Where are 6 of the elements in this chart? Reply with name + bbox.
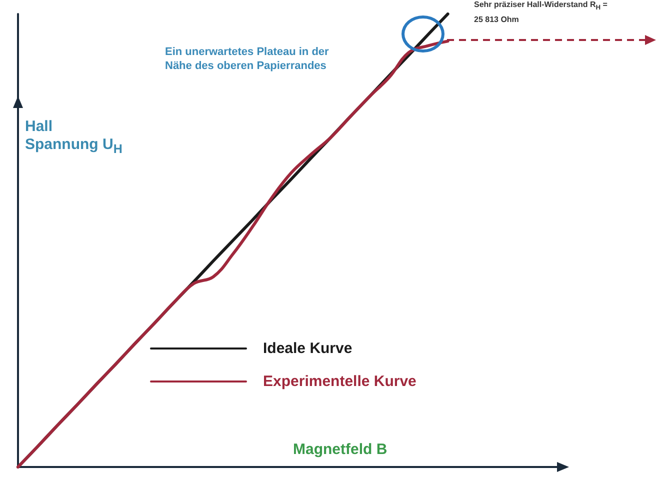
x-axis-title: Magnetfeld B — [293, 441, 388, 459]
text: Ideale Kurve — [263, 340, 352, 357]
text: Sehr präziser Hall-Widerstand R$_{H}$ = 25 813 Ohm — [474, 0, 608, 24]
annotation: Ein unerwartetes Plateau in der Nähe des oberen Papierrandes — [165, 45, 330, 73]
text: Experimentelle Kurve — [263, 373, 416, 390]
y-axis-title: Hall Spannung U$_{H}$ — [25, 118, 124, 158]
